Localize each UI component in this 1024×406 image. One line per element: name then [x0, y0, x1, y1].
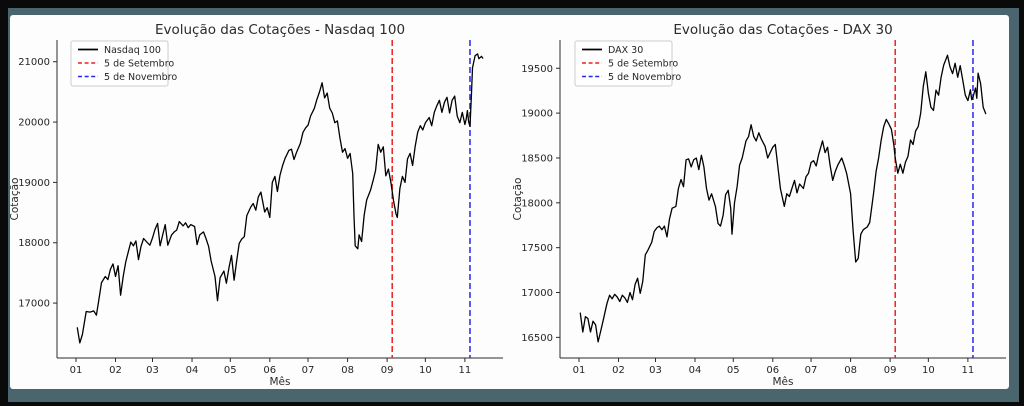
legend-box [574, 40, 673, 87]
x-tick-label: 10 [922, 365, 935, 376]
nasdaq-chart-title: Evolução das Cotações - Nasdaq 100 [155, 22, 405, 38]
x-tick-label: 03 [649, 365, 662, 376]
legend-label-series: DAX 30 [608, 45, 643, 56]
y-tick-label: 19500 [521, 64, 553, 75]
x-tick-label: 08 [844, 365, 857, 376]
y-tick-label: 19000 [18, 178, 50, 189]
legend-label-series: Nasdaq 100 [104, 45, 161, 56]
x-tick-label: 07 [302, 365, 315, 376]
figure-background [10, 15, 1009, 389]
nasdaq-plot-area: 01 02 03 04 05 06 07 08 09 10 11 17000 18000 19000 200… [18, 40, 503, 376]
legend-label-november: 5 de Novembro [104, 72, 177, 83]
y-tick-label: 21000 [18, 57, 50, 68]
y-tick-label: 20000 [18, 118, 50, 129]
series-line-dax-30 [579, 54, 987, 343]
dax-legend: DAX 30 5 de Setembro 5 de Novembro [574, 40, 681, 87]
y-tick-label: 19000 [521, 109, 553, 120]
x-tick-label: 11 [459, 365, 472, 376]
dax-chart-title: Evolução das Cotações - DAX 30 [673, 22, 892, 38]
x-tick-label: 07 [805, 365, 818, 376]
legend-label-september: 5 de Setembro [104, 59, 174, 70]
x-tick-label: 05 [727, 365, 740, 376]
y-tick-label: 18000 [521, 198, 553, 209]
y-tick-label: 18500 [521, 153, 553, 164]
x-tick-label: 04 [689, 365, 702, 376]
x-tick-label: 11 [962, 365, 975, 376]
x-tick-label: 01 [573, 365, 586, 376]
x-tick-label: 08 [341, 365, 354, 376]
dax-x-axis-label: Mês [773, 376, 794, 388]
dax-plot-area: 01 02 03 04 05 06 07 08 09 10 11 16500 17000 17500 180… [521, 40, 1006, 376]
x-tick-label: 02 [109, 365, 122, 376]
x-tick-label: 09 [381, 365, 394, 376]
dax-y-axis-label: Cotação [512, 178, 524, 221]
x-tick-label: 09 [884, 365, 897, 376]
y-tick-label: 17000 [18, 299, 50, 310]
x-tick-label: 05 [224, 365, 237, 376]
legend-box [70, 40, 169, 87]
legend-label-november: 5 de Novembro [608, 72, 681, 83]
legend-label-september: 5 de Setembro [608, 59, 678, 70]
nasdaq-legend: Nasdaq 100 5 de Setembro 5 de Novembro [70, 40, 177, 87]
x-tick-label: 02 [612, 365, 625, 376]
x-tick-label: 06 [263, 365, 276, 376]
x-tick-label: 01 [70, 365, 83, 376]
x-tick-label: 03 [146, 365, 159, 376]
x-tick-label: 06 [766, 365, 779, 376]
x-tick-label: 10 [419, 365, 432, 376]
series-line-nasdaq-100 [76, 53, 484, 344]
nasdaq-x-axis-label: Mês [270, 376, 291, 388]
y-tick-label: 16500 [521, 333, 553, 344]
y-tick-label: 18000 [18, 238, 50, 249]
y-tick-label: 17000 [521, 288, 553, 299]
x-tick-label: 04 [186, 365, 199, 376]
nasdaq-y-axis-label: Cotação [9, 178, 21, 221]
y-tick-label: 17500 [521, 243, 553, 254]
